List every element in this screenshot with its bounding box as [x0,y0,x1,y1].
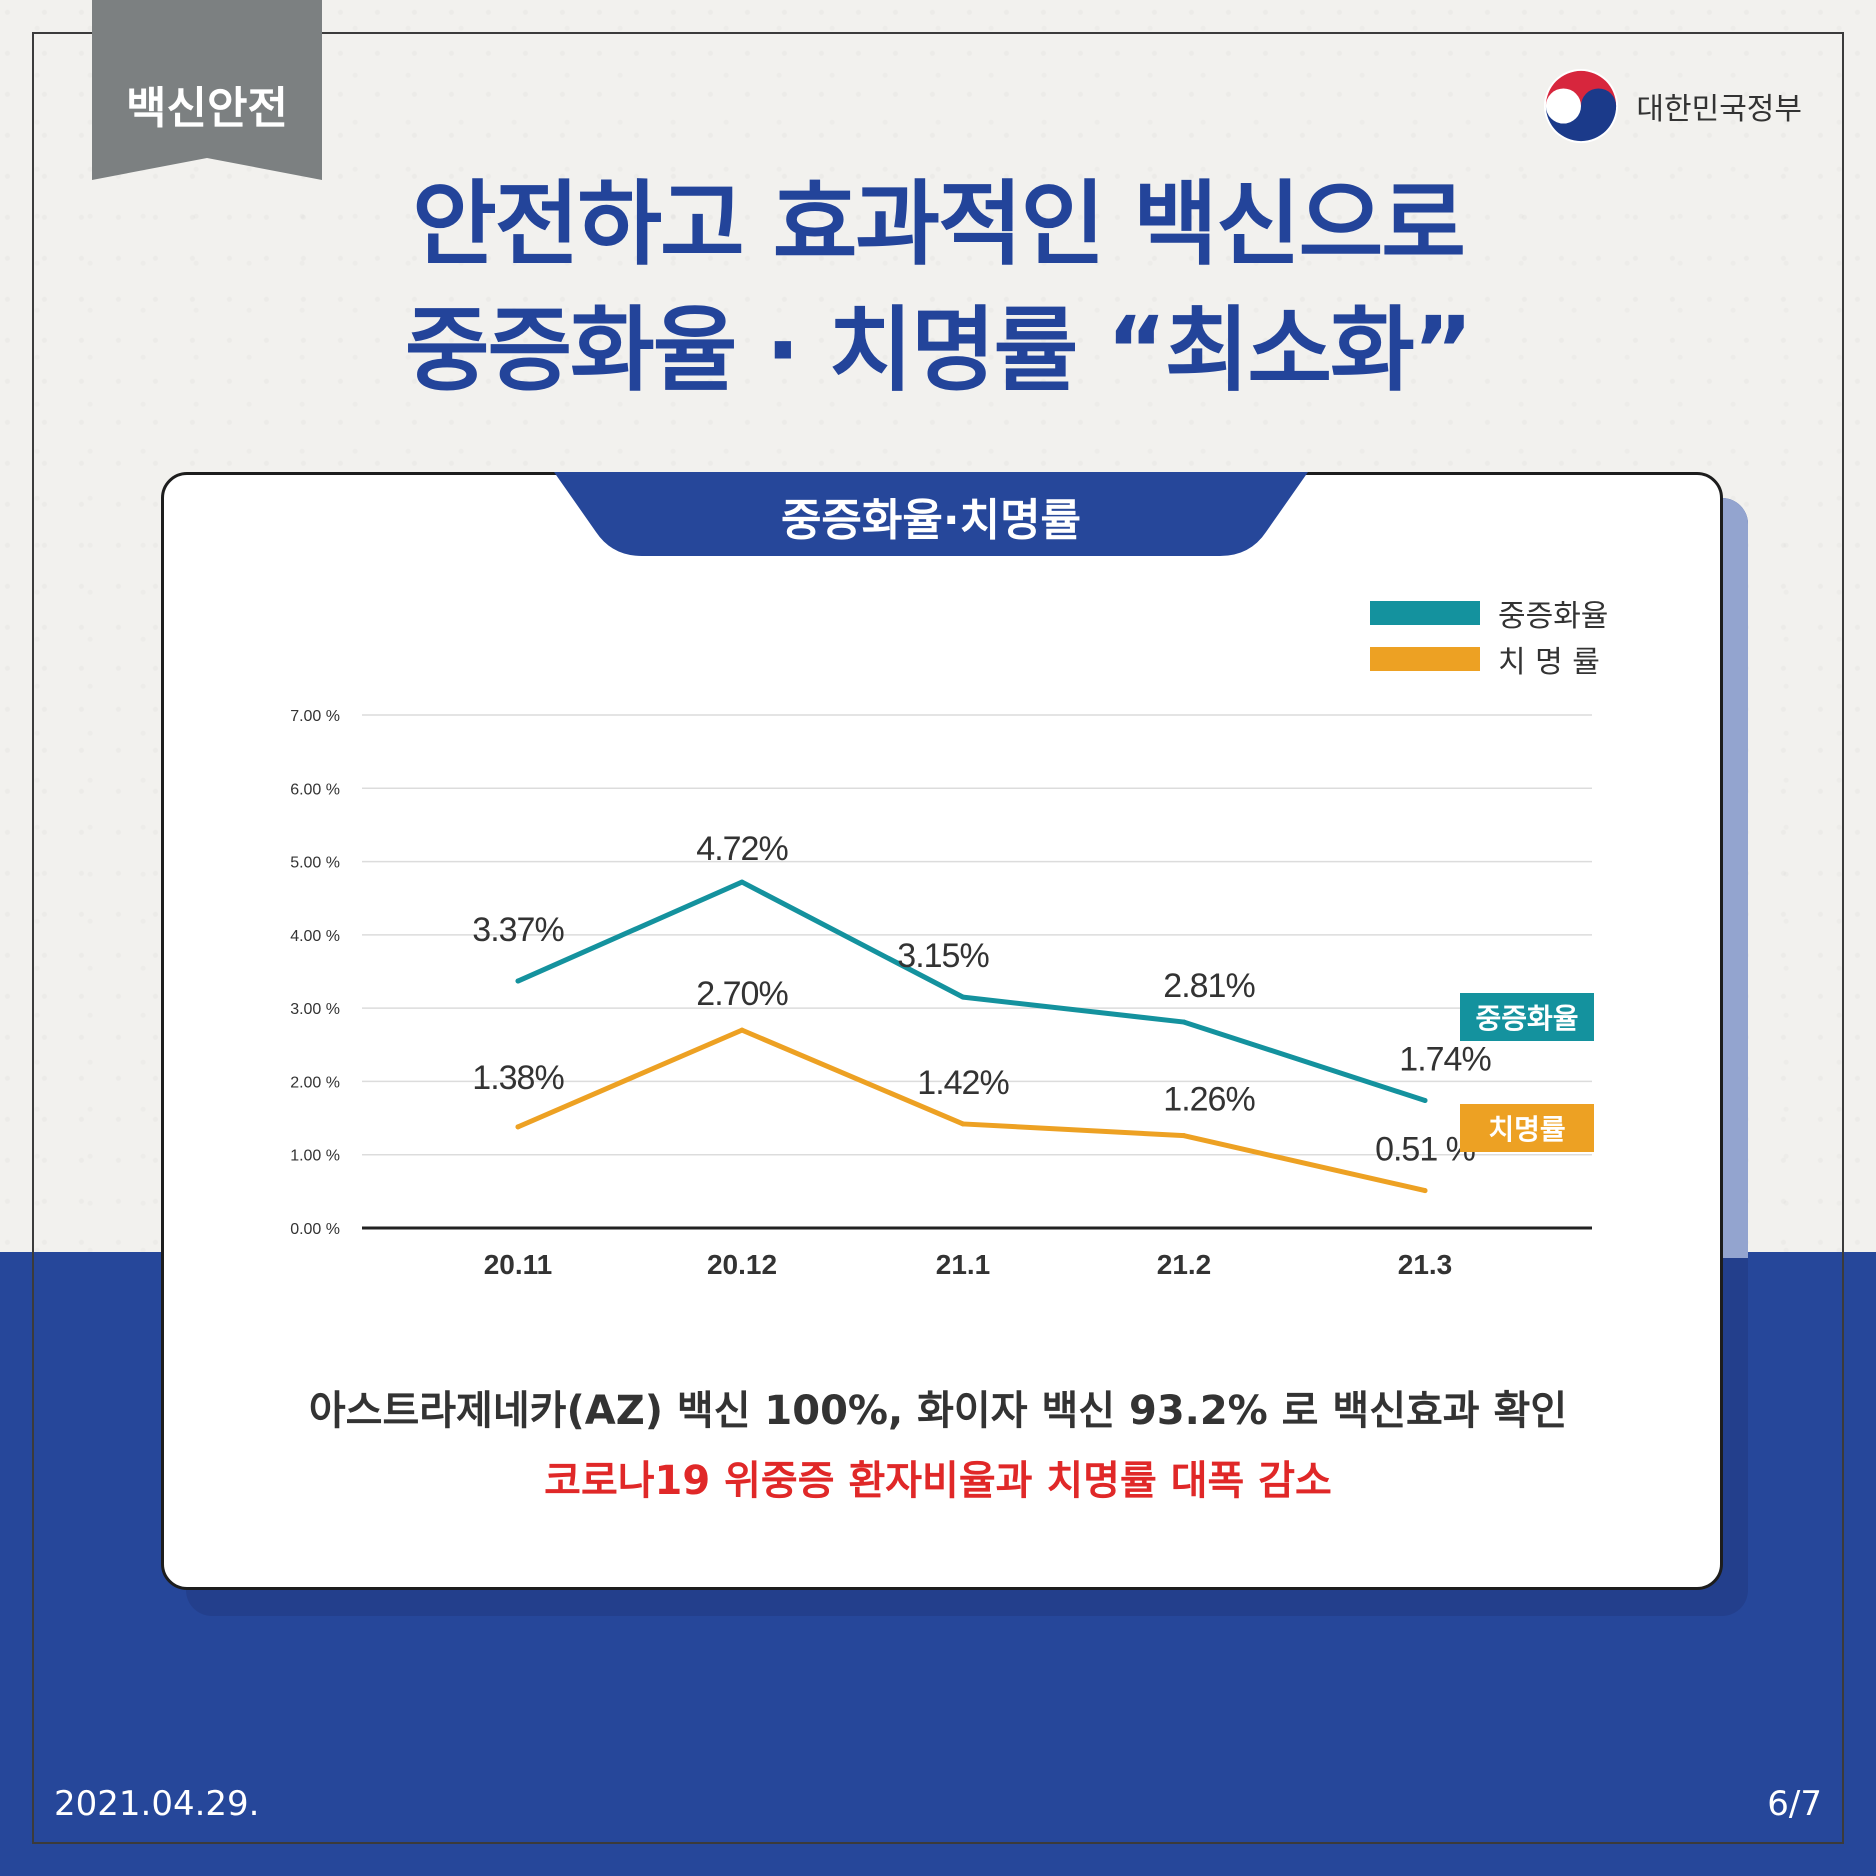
data-label: 3.15% [897,937,989,975]
y-tick-label: 6.00 % [290,781,340,798]
government-label: 대한민국정부 [1636,92,1802,127]
legend-label-severe: 중증화율 [1498,599,1609,634]
legend-item-fatality: 치 명 률 [1370,636,1608,682]
data-label: 0.51 % [1375,1131,1476,1169]
data-point [960,994,966,1000]
card-title: 중증화율·치명률 [780,495,1082,546]
chart-legend: 중증화율 치 명 률 [1370,590,1608,682]
data-label: 1.74% [1399,1040,1491,1078]
data-point [739,1027,745,1033]
y-tick-label: 1.00 % [290,1148,340,1165]
data-point [1422,1188,1428,1194]
category-tag-label: 백신안전 [126,83,288,134]
x-tick-label: 21.3 [1398,1249,1453,1280]
card-title-tab [554,472,1308,556]
legend-item-severe: 중증화율 [1370,590,1608,636]
publish-date: 2021.04.29. [54,1784,260,1824]
series-end-label: 치명률 [1488,1113,1565,1146]
legend-swatch-severe [1370,601,1480,625]
description-line-1: 아스트라제네카(AZ) 백신 100%, 화이자 백신 93.2% 로 백신효과… [308,1388,1568,1434]
data-label: 2.70% [696,975,788,1013]
data-label: 1.38% [472,1059,564,1097]
y-tick-label: 5.00 % [290,855,340,872]
taegeuk-logo-icon [1544,68,1619,144]
data-label: 3.37% [472,911,564,949]
page-frame [32,32,1844,1844]
data-label: 4.72% [696,830,788,868]
data-label: 1.26% [1163,1081,1255,1119]
y-tick-label: 2.00 % [290,1074,340,1091]
headline-line-1: 안전하고 효과적인 백신으로 [412,171,1466,278]
series-end-label-box [1460,1104,1594,1152]
y-tick-label: 0.00 % [290,1221,340,1238]
data-point [1181,1019,1187,1025]
data-point [739,879,745,885]
headline: 안전하고 효과적인 백신으로 중증화율 · 치명률 “최소화” [0,162,1876,414]
y-tick-label: 7.00 % [290,708,340,725]
category-tag: 백신안전 [92,0,322,180]
y-tick-label: 4.00 % [290,928,340,945]
data-point [1181,1133,1187,1139]
description-line-2: 코로나19 위중증 환자비율과 치명률 대폭 감소 [544,1458,1332,1504]
government-brand: 대한민국정부 [1542,66,1802,146]
series-end-label: 중증화율 [1475,1002,1578,1035]
data-point [960,1121,966,1127]
y-tick-label: 3.00 % [290,1001,340,1018]
headline-line-2: 중증화율 · 치명률 “최소화” [404,297,1473,404]
tag-ribbon [92,0,322,180]
series-end-label-box [1460,993,1594,1041]
legend-swatch-fatality [1370,647,1480,671]
data-point [1422,1097,1428,1103]
data-label: 2.81% [1163,967,1255,1005]
x-tick-label: 20.11 [484,1249,553,1280]
data-label: 1.42% [917,1064,1009,1102]
legend-label-fatality: 치 명 률 [1498,645,1600,680]
x-tick-label: 20.12 [707,1249,777,1280]
x-tick-label: 21.1 [936,1249,991,1280]
page-number: 6/7 [1767,1784,1822,1824]
data-point [515,1124,521,1130]
data-point [515,978,521,984]
x-tick-label: 21.2 [1157,1249,1212,1280]
